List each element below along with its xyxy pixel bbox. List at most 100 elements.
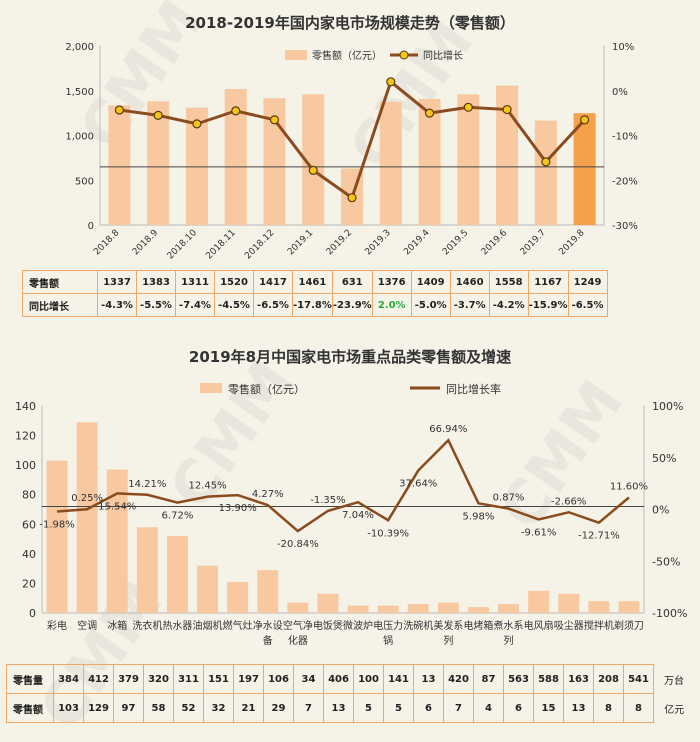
chart1-table-cell: 1311 xyxy=(175,270,215,294)
chart2-left-tick-label: 60 xyxy=(22,518,36,531)
chart2-x-tick-label: 搅拌机 xyxy=(584,619,614,632)
chart1-table-cell: 1558 xyxy=(488,270,529,294)
chart2-data-table: 零售量 384 412 379 320 311 151 197 106 34 406 100 141 13… xyxy=(6,664,695,723)
chart2-table-cell: 103 xyxy=(53,693,84,723)
chart2-table-cell: 21 xyxy=(233,693,264,723)
chart2-left-tick-label: 0 xyxy=(29,607,36,620)
chart2-left-tick-label: 140 xyxy=(15,400,36,413)
chart2-table-cell: 163 xyxy=(563,664,594,694)
chart2-table-cell: 7 xyxy=(293,693,324,723)
chart2-title: 2019年8月中国家电市场重点品类零售额及增速 xyxy=(188,348,512,366)
chart2-right-tick-label: 50% xyxy=(652,452,676,465)
chart1-growth-point xyxy=(541,157,551,167)
chart2-table-cell: 97 xyxy=(113,693,144,723)
chart2-bar xyxy=(46,460,68,613)
chart1-table-row-label: 零售额 xyxy=(22,270,98,294)
chart1-bar xyxy=(379,101,402,225)
chart1-table-cell: 1376 xyxy=(371,270,412,294)
chart2-data-label: -20.84% xyxy=(277,539,319,550)
chart2-bar xyxy=(257,570,279,613)
chart1-growth-point xyxy=(580,115,590,125)
chart2-data-label: -1.35% xyxy=(310,495,345,506)
chart2-table-cell: 4 xyxy=(473,693,504,723)
chart2-bar xyxy=(136,527,158,613)
chart1-growth-point xyxy=(114,105,124,115)
chart2-table-cell: 8 xyxy=(623,693,654,723)
chart2-table-cell: 311 xyxy=(173,664,204,694)
chart2-table-cell: 563 xyxy=(503,664,534,694)
chart1-bar xyxy=(573,113,596,225)
chart2-x-tick-label: 油烟机 xyxy=(193,619,223,632)
chart1-bar xyxy=(147,101,170,225)
chart2-data-label: 4.27% xyxy=(252,489,284,500)
chart2-table-cell: 52 xyxy=(173,693,204,723)
chart2-table-cell: 197 xyxy=(233,664,264,694)
chart1-growth-point xyxy=(231,106,241,116)
chart2-x-tick-label-line2: 列 xyxy=(443,634,453,647)
chart2-x-tick-label: 电风扇 xyxy=(524,619,554,632)
chart2-table-cell: 5 xyxy=(353,693,384,723)
chart2-table-cell: 13 xyxy=(563,693,594,723)
chart1-bar xyxy=(302,94,325,225)
chart2-data-label: 15.54% xyxy=(98,501,136,512)
chart2-table-cell: 420 xyxy=(443,664,474,694)
chart1-growth-point xyxy=(424,108,435,118)
chart2-table-cell: 8 xyxy=(593,693,624,723)
chart2-table-unit: 亿元 xyxy=(664,704,685,716)
chart2-left-tick-label: 40 xyxy=(22,548,36,561)
chart2-x-tick-label: 吸尘器 xyxy=(554,620,584,632)
chart2-table-cell: 406 xyxy=(323,664,354,694)
chart2-bar xyxy=(528,590,550,613)
chart2-table-cell: 7 xyxy=(443,693,474,723)
chart1-svg: 05001,0001,5002,000-30%-20%-10%0%10%2018… xyxy=(65,42,638,261)
chart1-growth-point xyxy=(153,110,163,120)
chart2-data-label: 7.04% xyxy=(342,510,374,521)
chart2-bar xyxy=(588,601,610,613)
chart2-right-tick-label: 0% xyxy=(652,504,669,517)
chart2-table-cell: 588 xyxy=(533,664,564,694)
chart2-bar xyxy=(317,593,339,613)
chart2-x-tick-label: 空调 xyxy=(77,619,97,632)
chart2-data-label: 66.94% xyxy=(429,424,467,435)
chart1-title: 2018-2019年国内家电市场规模走势（零售额） xyxy=(185,14,515,32)
chart1-table-cell: 1417 xyxy=(253,270,293,294)
chart2-table-cell: 379 xyxy=(113,664,144,694)
chart2-x-tick-label: 洗碗机 xyxy=(403,619,433,632)
chart1-bar xyxy=(418,98,441,225)
chart2-x-tick-label-line2: 备 xyxy=(263,634,273,647)
chart2-x-tick-label: 美发系 xyxy=(433,619,463,632)
chart1-bar xyxy=(534,120,557,225)
chart2-data-label: 0.87% xyxy=(493,493,525,504)
chart1-table-cell: -4.3% xyxy=(97,293,137,317)
chart1-legend-line-label: 同比增长 xyxy=(423,49,463,62)
chart2-left-tick-label: 20 xyxy=(22,577,36,590)
chart1-table-cell: 1383 xyxy=(136,270,176,294)
chart1-bar xyxy=(108,105,131,225)
chart2-legend-bar-swatch xyxy=(200,383,222,393)
chart2-table-cell: 13 xyxy=(413,664,444,694)
chart1-left-tick-label: 500 xyxy=(75,176,94,187)
chart1-table-cell: -6.5% xyxy=(567,293,608,317)
chart1-growth-point xyxy=(347,193,357,203)
chart2-data-label: -2.66% xyxy=(551,496,586,507)
chart1-data-table: 零售额 1337 1383 1311 1520 1417 1461 631 1376 1409 14… xyxy=(22,270,608,317)
chart2-bar xyxy=(618,601,640,613)
chart2-data-label: -9.61% xyxy=(521,527,556,538)
chart1-right-tick-label: -20% xyxy=(612,176,638,187)
chart1-table-cell: -23.9% xyxy=(331,293,373,317)
chart2-table-cell: 5 xyxy=(383,693,414,723)
chart1-table-cell: 1520 xyxy=(214,270,254,294)
chart2-bar xyxy=(498,604,520,613)
chart2-bar xyxy=(76,422,98,613)
chart1-table-cell: 1249 xyxy=(567,270,608,294)
chart1-left-tick-label: 0 xyxy=(88,221,94,232)
chart2-growth-line xyxy=(56,438,630,533)
chart2-bar xyxy=(166,536,188,613)
chart1-right-tick-label: 10% xyxy=(612,42,634,53)
chart2-x-tick-label: 电饭煲 xyxy=(313,619,343,632)
chart1-table-cell: -4.2% xyxy=(488,293,529,317)
chart1-right-tick-label: 0% xyxy=(612,87,628,98)
chart1-right-tick-label: -10% xyxy=(612,132,638,143)
chart2-legend-line-label: 同比增长率 xyxy=(446,382,501,396)
chart2-data-label: 11.60% xyxy=(610,481,648,492)
